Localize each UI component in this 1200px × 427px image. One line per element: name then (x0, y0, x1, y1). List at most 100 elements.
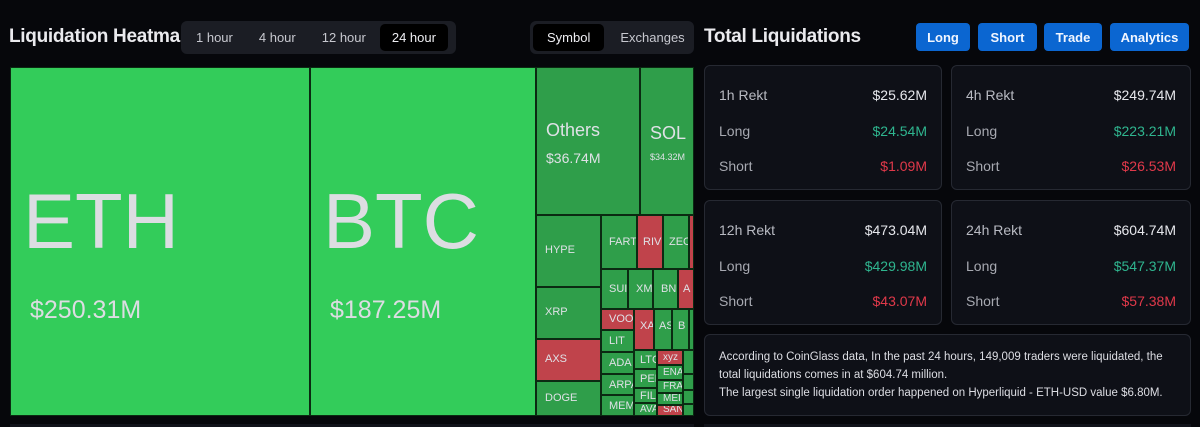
cell-symbol: ENA (663, 367, 682, 378)
cell-symbol: SOL (650, 123, 687, 143)
tab-1-hour[interactable]: 1 hour (196, 30, 233, 45)
treemap-cell-xyz[interactable]: xyz (657, 350, 683, 365)
treemap-cell-mei[interactable]: MEI (657, 393, 683, 405)
cell-symbol: SUI (609, 283, 627, 295)
long-label: Long (719, 123, 751, 139)
stat-label: 1h Rekt (719, 87, 768, 103)
treemap-cell-tiny-3[interactable] (683, 374, 694, 390)
treemap-cell-fartc[interactable]: FARTC (601, 215, 637, 269)
treemap-cell-tiny-5[interactable] (683, 404, 694, 416)
short-label: Short (966, 293, 1000, 309)
cell-symbol: xyz (663, 352, 678, 363)
treemap-cell-sol[interactable]: SOL $34.32M (640, 67, 694, 215)
treemap-cell-tiny-1[interactable] (689, 309, 694, 350)
cell-symbol: ETH (23, 177, 179, 265)
long-label: Long (966, 258, 998, 274)
stat-card-24h: 24h Rekt $604.74M Long $547.37M Short $57.3… (951, 200, 1191, 325)
short-value: $43.07M (872, 293, 927, 309)
tab-symbol[interactable]: Symbol (533, 24, 605, 51)
cell-symbol: ADA (609, 357, 632, 369)
treemap-cell-xrp[interactable]: XRP (536, 287, 601, 339)
treemap-cell-pei[interactable]: PEI (634, 369, 657, 388)
stat-total: $604.74M (1113, 222, 1176, 238)
treemap-cell-san[interactable]: SAN (657, 405, 683, 416)
short-label: Short (719, 158, 753, 174)
cell-symbol: DOGE (545, 392, 578, 404)
tab-12-hour[interactable]: 12 hour (321, 30, 366, 45)
treemap-cell-as[interactable]: AS (654, 309, 672, 350)
cell-symbol: FIL (640, 390, 656, 402)
stat-card-4h: 4h Rekt $249.74M Long $223.21M Short $26.53… (951, 65, 1191, 190)
tab-24-hour[interactable]: 24 hour (379, 24, 448, 51)
cell-symbol: RIV (643, 236, 662, 248)
cell-symbol: MEI (663, 393, 681, 404)
cell-value: $36.74M (546, 150, 601, 166)
short-value: $57.38M (1121, 293, 1176, 309)
treemap-cell-arpa[interactable]: ARPA (601, 374, 634, 395)
view-mode-selector: Symbol Exchanges (530, 21, 694, 54)
treemap-cell-fil[interactable]: FIL (634, 388, 657, 403)
treemap-cell-mem[interactable]: MEM (601, 395, 634, 416)
cell-symbol: LIT (609, 335, 625, 347)
heatmap-title: Liquidation Heatmap (9, 26, 192, 47)
short-label: Short (966, 158, 1000, 174)
treemap-cell-zec[interactable]: ZEC (663, 215, 689, 269)
stat-total: $249.74M (1113, 87, 1176, 103)
treemap-cell-btc[interactable]: BTC $187.25M (310, 67, 536, 416)
treemap-cell-ada[interactable]: ADA (601, 352, 634, 374)
trade-button[interactable]: Trade (1044, 23, 1102, 51)
treemap-cell-axs[interactable]: AXS (536, 339, 601, 381)
long-value: $547.37M (1113, 258, 1176, 274)
long-value: $223.21M (1113, 123, 1176, 139)
liquidation-treemap: ETH $250.31M BTC $187.25M Others $36.74M… (10, 67, 694, 416)
stat-label: 4h Rekt (966, 87, 1015, 103)
cell-symbol: PEI (640, 373, 656, 385)
next-panel-edge (10, 424, 694, 427)
treemap-cell-fra[interactable]: FRA (657, 380, 683, 393)
cell-symbol: AVA (640, 404, 656, 415)
treemap-cell-b[interactable]: B (672, 309, 689, 350)
treemap-cell-ltc[interactable]: LTC (634, 350, 657, 369)
treemap-cell-riv[interactable]: RIV (637, 215, 663, 269)
treemap-cell-xa[interactable]: XA (634, 309, 654, 350)
treemap-cell-tiny-2[interactable] (683, 350, 694, 374)
treemap-cell-red-small[interactable] (689, 215, 694, 269)
short-button[interactable]: Short (978, 23, 1037, 51)
total-liquidations-title: Total Liquidations (704, 26, 861, 47)
treemap-cell-lit[interactable]: LIT (601, 330, 634, 352)
stat-label: 12h Rekt (719, 222, 776, 238)
tab-exchanges[interactable]: Exchanges (620, 30, 685, 45)
short-value: $1.09M (880, 158, 927, 174)
long-value: $24.54M (872, 123, 927, 139)
treemap-cell-bn[interactable]: BN (653, 269, 678, 309)
treemap-cell-doge[interactable]: DOGE (536, 381, 601, 416)
treemap-cell-xm[interactable]: XM (628, 269, 653, 309)
treemap-cell-ena[interactable]: ENA (657, 365, 683, 380)
treemap-cell-ava[interactable]: AVA (634, 403, 657, 416)
cell-symbol: MEM (609, 400, 633, 412)
treemap-cell-tiny-4[interactable] (683, 390, 694, 404)
cell-value: $34.32M (650, 152, 686, 162)
cell-symbol: LTC (640, 354, 656, 366)
stat-card-12h: 12h Rekt $473.04M Long $429.98M Short $43.0… (704, 200, 942, 325)
treemap-cell-hype[interactable]: HYPE (536, 215, 601, 287)
treemap-cell-vooi[interactable]: VOOI (601, 309, 634, 330)
treemap-cell-a[interactable]: A (678, 269, 694, 309)
tab-4-hour[interactable]: 4 hour (258, 30, 296, 45)
treemap-cell-eth[interactable]: ETH $250.31M (10, 67, 310, 416)
cell-symbol: XM (636, 283, 652, 295)
cell-symbol: BN (661, 283, 677, 295)
cell-value: $250.31M (30, 296, 142, 324)
analytics-button[interactable]: Analytics (1110, 23, 1189, 51)
cell-symbol: SAN (663, 405, 682, 415)
stat-card-1h: 1h Rekt $25.62M Long $24.54M Short $1.09M (704, 65, 942, 190)
cell-symbol: HYPE (545, 244, 575, 256)
treemap-cell-others[interactable]: Others $36.74M (536, 67, 640, 215)
cell-symbol: B (678, 320, 686, 332)
cell-value: $187.25M (330, 296, 442, 324)
treemap-cell-sui[interactable]: SUI (601, 269, 628, 309)
stat-total: $473.04M (864, 222, 927, 238)
cell-symbol: ZEC (669, 236, 688, 248)
long-button[interactable]: Long (916, 23, 970, 51)
time-range-selector: 1 hour 4 hour 12 hour 24 hour (181, 21, 456, 54)
